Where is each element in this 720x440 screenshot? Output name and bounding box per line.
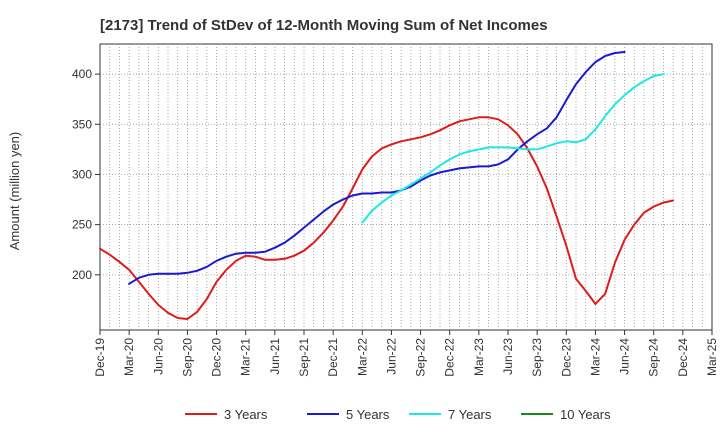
x-tick-label: Mar-25 <box>705 338 719 376</box>
x-tick-label: Jun-24 <box>618 338 632 375</box>
series-line-3-years <box>99 116 675 320</box>
y-axis-label: Amount (million yen) <box>7 132 22 251</box>
x-tick-label: Sep-24 <box>647 338 661 377</box>
x-tick-label: Mar-22 <box>355 338 369 376</box>
x-tick-label: Sep-20 <box>180 338 194 377</box>
x-tick-label: Mar-24 <box>588 338 602 376</box>
y-tick-label: 250 <box>72 218 92 232</box>
series-line-5-years <box>128 51 626 285</box>
y-tick-label: 400 <box>72 67 92 81</box>
x-tick-label: Dec-23 <box>559 338 573 377</box>
x-tick-label: Dec-19 <box>93 338 107 377</box>
legend-label: 10 Years <box>560 407 611 422</box>
series-lines <box>99 51 675 320</box>
x-tick-label: Sep-22 <box>414 338 428 377</box>
x-tick-label: Sep-23 <box>530 338 544 377</box>
y-tick-label: 350 <box>72 117 92 131</box>
x-tick-label: Dec-24 <box>676 338 690 377</box>
legend-label: 7 Years <box>448 407 492 422</box>
x-tick-label: Jun-20 <box>151 338 165 375</box>
x-tick-label: Dec-21 <box>326 338 340 377</box>
grid <box>100 44 712 330</box>
y-tick-label: 300 <box>72 167 92 181</box>
x-tick-label: Jun-23 <box>501 338 515 375</box>
legend-label: 5 Years <box>346 407 390 422</box>
x-tick-label: Dec-22 <box>443 338 457 377</box>
legend-label: 3 Years <box>224 407 268 422</box>
y-tick-label: 200 <box>72 268 92 282</box>
x-tick-label: Jun-22 <box>384 338 398 375</box>
x-axis: Dec-19 Mar-20 Jun-20 Sep-20 Dec-20 Mar-21 Jun-… <box>93 330 719 377</box>
x-tick-label: Jun-21 <box>268 338 282 375</box>
x-tick-label: Dec-20 <box>210 338 224 377</box>
x-tick-label: Mar-23 <box>472 338 486 376</box>
x-tick-label: Mar-21 <box>239 338 253 376</box>
series-line-7-years <box>361 73 665 224</box>
chart-title: [2173] Trend of StDev of 12-Month Moving… <box>100 17 548 34</box>
x-tick-label: Sep-21 <box>297 338 311 377</box>
legend: 3 Years 5 Years 7 Years 10 Years <box>185 407 611 422</box>
y-axis: 200 250 300 350 400 <box>72 67 100 282</box>
x-tick-label: Mar-20 <box>122 338 136 376</box>
